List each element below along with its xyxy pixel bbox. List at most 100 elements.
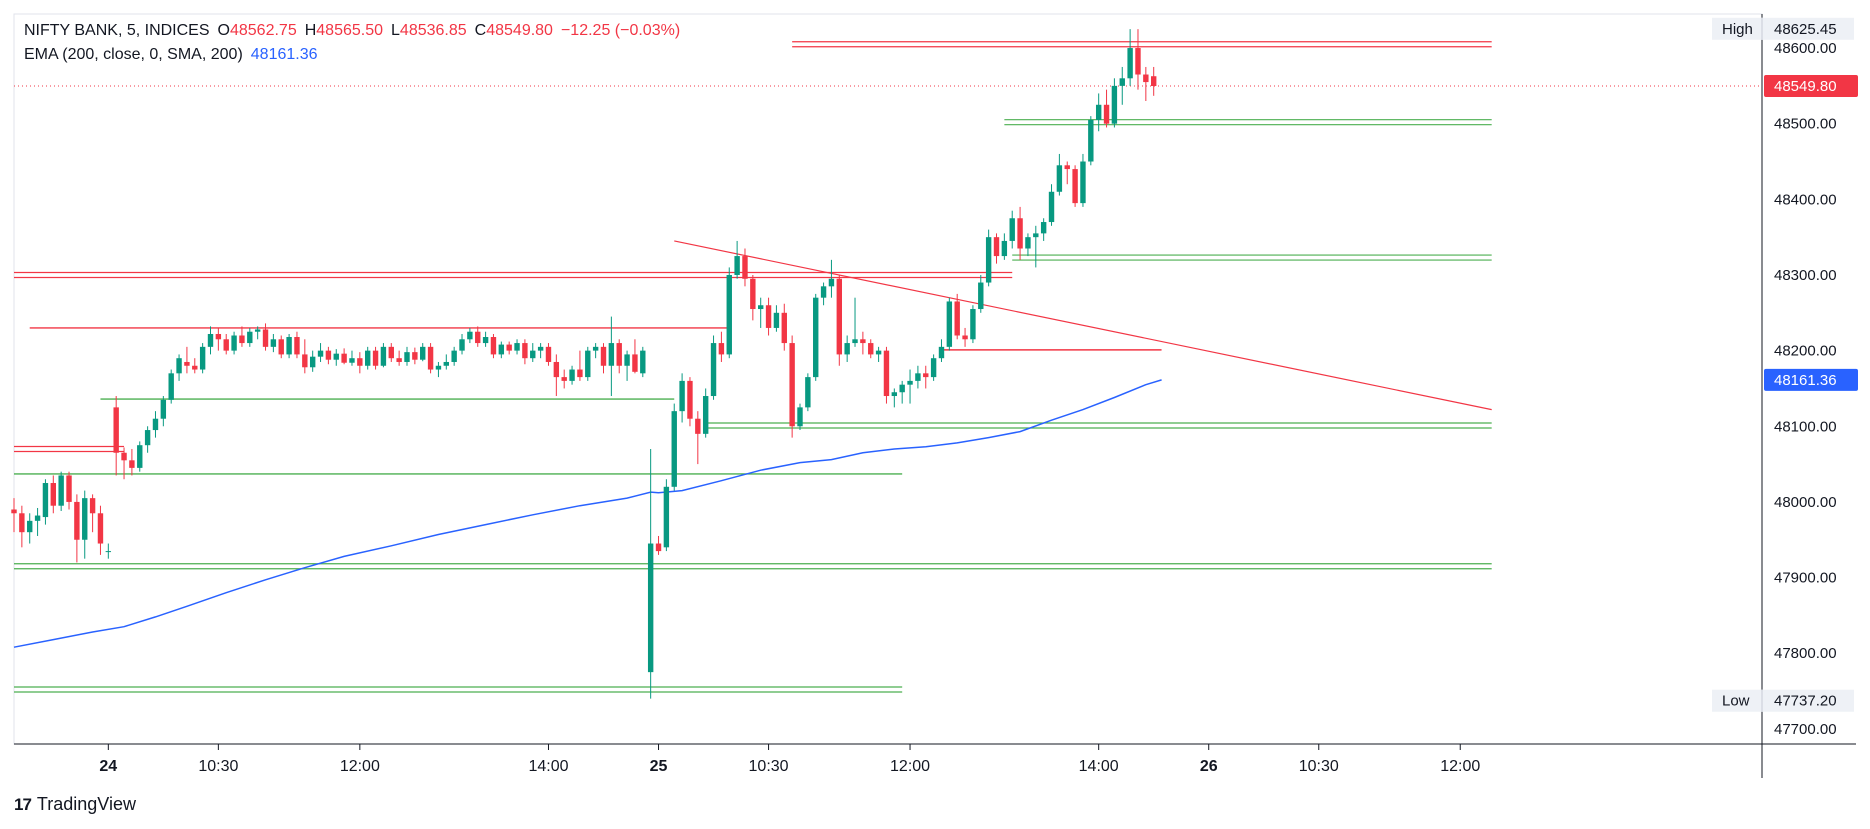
candle [184,346,190,374]
candle-body [294,337,300,355]
candle-body [89,498,96,514]
high-value: 48565.50 [316,22,384,39]
candle-body [317,350,324,357]
candle [333,349,339,366]
ema-legend: EMA (200, close, 0, SMA, 200) 48161.36 [24,46,318,64]
candle-body [380,346,387,366]
candle [577,350,583,381]
candle [1135,29,1141,90]
candle [954,293,960,340]
candle [789,335,795,438]
candle [66,471,72,510]
candle [215,327,222,351]
candle [317,343,324,362]
candle-body [302,354,308,368]
candle [207,326,214,355]
candle [1040,218,1047,241]
high-price-tag [1712,17,1854,40]
x-tick-label: 14:00 [1079,758,1119,775]
x-tick-label: 14:00 [528,758,568,775]
candle [270,333,277,353]
candle [1064,161,1070,185]
candle [1017,206,1023,260]
x-tick-label: 10:30 [1299,758,1339,775]
candle-body [215,333,222,340]
candle-body [702,396,709,434]
candle [506,341,512,355]
x-tick-label: 12:00 [340,758,380,775]
candle-body [498,344,505,355]
candle [962,327,968,347]
candle [58,471,64,512]
candle [836,274,842,366]
candle-body [569,369,575,381]
candle-body [388,346,394,359]
candle-body [105,551,112,553]
candle [710,335,717,400]
candle-body [365,350,371,366]
candle-body [349,358,355,363]
candle [946,297,953,351]
brand-logo[interactable]: 17 TradingView [14,794,136,815]
x-tick-label: 26 [1200,758,1218,775]
candle [443,354,449,370]
candle [1033,225,1039,268]
candle [144,426,151,453]
candle-body [765,305,772,328]
candle [663,479,670,552]
candle [687,377,693,427]
candle [530,343,536,362]
candle-body [66,475,72,502]
low-price-value: 47737.20 [1774,693,1837,710]
y-tick-label: 47700.00 [1774,721,1837,738]
candle-body [789,343,795,427]
candle-body [262,329,269,347]
candle [97,505,104,555]
close-label: C [474,22,487,39]
candle-body [1111,85,1118,124]
candle [1025,233,1031,257]
close-value: 48549.80 [486,22,553,39]
candle-body [734,256,740,275]
candle-body [1056,165,1063,192]
candle [113,396,119,476]
ema-label[interactable]: EMA (200, close, 0, SMA, 200) [24,46,243,63]
candle [852,297,858,347]
candle-body [1025,237,1031,249]
candle-body [27,520,33,533]
candle-body [577,369,583,378]
candle [467,327,473,344]
candle [750,274,756,321]
candle-body [152,418,159,431]
candle-body [640,350,646,374]
candle-body [923,373,929,378]
candle-body [750,278,756,310]
y-tick-label: 48500.00 [1774,116,1837,133]
candle [152,411,159,438]
symbol-label[interactable]: NIFTY BANK, 5, INDICES [24,22,210,39]
candle [1151,66,1157,96]
candle-body [490,337,497,355]
candle-body [891,392,898,397]
candle-body [231,335,237,351]
candle-body [828,278,835,287]
candle-body [420,346,426,360]
candle [89,494,96,533]
candle-body [530,350,536,359]
candle [50,475,56,514]
candle-body [1095,104,1102,120]
candle [624,350,630,381]
candle [797,403,803,431]
candle [773,305,780,332]
candle [868,339,874,359]
candle-body [907,380,913,385]
candle-body [160,399,167,419]
candle-body [34,515,41,521]
candle [42,479,49,525]
candle [302,339,308,374]
open-label: O [217,22,230,39]
candle-body [1009,218,1015,241]
candle [726,267,732,359]
candle [545,343,552,366]
